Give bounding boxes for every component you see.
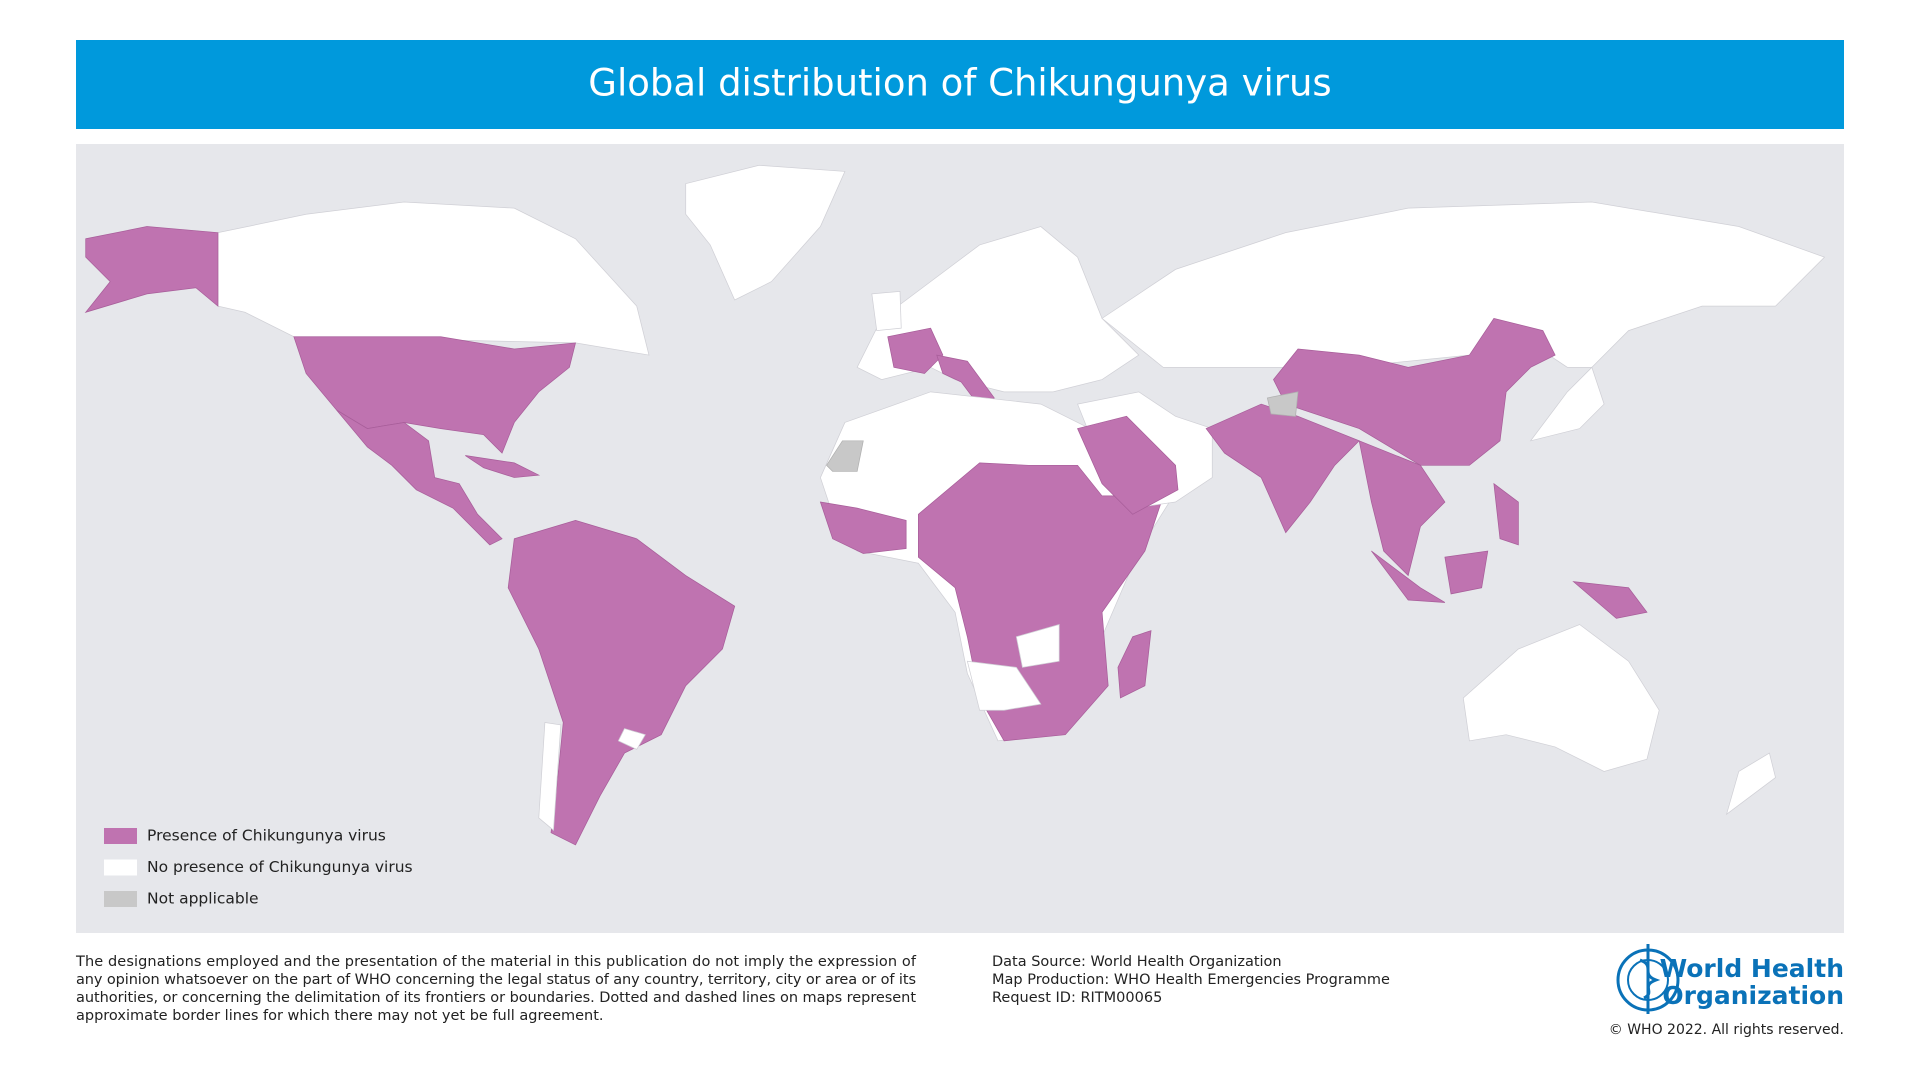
caribbean xyxy=(465,455,541,478)
source: Data Source: World Health Organization Ma… xyxy=(992,954,1390,1006)
papua xyxy=(1572,581,1648,619)
sumatra xyxy=(1371,550,1446,603)
legend-swatch xyxy=(104,859,137,876)
canada xyxy=(217,201,650,356)
southeast-asia xyxy=(1358,440,1446,577)
logo-line: World Health xyxy=(1660,954,1844,983)
legend-swatch xyxy=(104,828,137,844)
who-emblem xyxy=(1616,944,1680,1014)
japan xyxy=(1529,366,1605,442)
uruguay xyxy=(617,728,646,750)
copyright: © WHO 2022. All rights reserved. xyxy=(1609,1022,1844,1038)
legend-label: Not applicable xyxy=(147,890,259,908)
south-america xyxy=(507,520,736,846)
china xyxy=(1273,317,1556,466)
legend-swatch xyxy=(104,891,137,907)
new-zealand xyxy=(1725,752,1776,816)
source-line: Data Source: World Health Organization xyxy=(992,954,1282,970)
source-line: Map Production: WHO Health Emergencies P… xyxy=(992,972,1390,988)
legend: Presence of Chikungunya virus No presence… xyxy=(104,827,413,908)
legend-label: No presence of Chikungunya virus xyxy=(147,858,413,876)
zambia xyxy=(1015,624,1060,668)
greenland xyxy=(685,164,846,301)
disclaimer-line: The designations employed and the presen… xyxy=(75,954,917,970)
uk xyxy=(871,291,902,332)
southwest-africa xyxy=(966,660,1042,711)
central-america xyxy=(336,409,503,546)
disclaimer-line: any opinion whatsoever on the part of WH… xyxy=(76,972,916,988)
title-bar xyxy=(76,40,1844,129)
map xyxy=(84,164,1826,846)
madagascar xyxy=(1117,630,1152,699)
disclaimer-line: approximate border lines for which there… xyxy=(76,1008,604,1024)
australia xyxy=(1462,624,1660,772)
logo-line: Organization xyxy=(1662,981,1844,1010)
west-africa xyxy=(819,501,907,554)
france xyxy=(887,327,944,374)
chile xyxy=(538,722,562,831)
western-sahara xyxy=(826,440,864,472)
title: Global distribution of Chikungunya virus xyxy=(588,62,1331,105)
disclaimer: The designations employed and the presen… xyxy=(75,954,917,1024)
kashmir xyxy=(1266,391,1299,417)
alaska xyxy=(84,226,219,313)
philippines xyxy=(1493,482,1519,546)
legend-label: Presence of Chikungunya virus xyxy=(147,827,386,845)
borneo xyxy=(1444,550,1489,595)
disclaimer-line: authorities, or concerning the delimitat… xyxy=(76,990,916,1006)
source-line: Request ID: RITM00065 xyxy=(992,990,1162,1006)
arabia xyxy=(1077,415,1179,515)
